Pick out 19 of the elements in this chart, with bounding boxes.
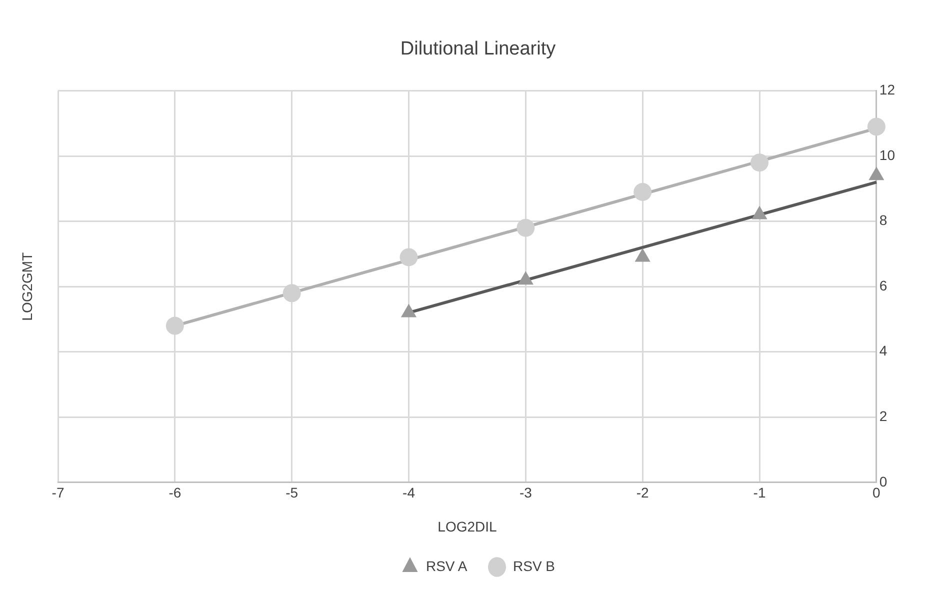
y-tick-label: 8 — [879, 212, 888, 228]
x-tick-label: -2 — [636, 484, 650, 501]
x-tick-label: -6 — [168, 484, 182, 501]
x-axis-title: LOG2DIL — [438, 518, 497, 534]
chart-title: Dilutional Linearity — [400, 38, 556, 60]
legend-label: RSV B — [513, 558, 556, 574]
legend-label: RSV A — [426, 558, 468, 574]
y-tick-label: 12 — [879, 82, 896, 98]
y-tick-label: 6 — [879, 277, 888, 294]
y-tick-label: 2 — [879, 408, 888, 424]
x-tick-label: -5 — [286, 484, 298, 501]
y-tick-label: 10 — [879, 146, 896, 163]
y-tick-label: 4 — [879, 342, 888, 359]
x-tick-label: -1 — [753, 484, 766, 501]
y-axis-title: LOG2GMT — [18, 252, 35, 321]
x-tick-label: -4 — [402, 484, 416, 501]
x-tick-label: -3 — [519, 484, 532, 501]
x-tick-label: -7 — [52, 484, 64, 501]
y-tick-label: 0 — [879, 473, 888, 490]
